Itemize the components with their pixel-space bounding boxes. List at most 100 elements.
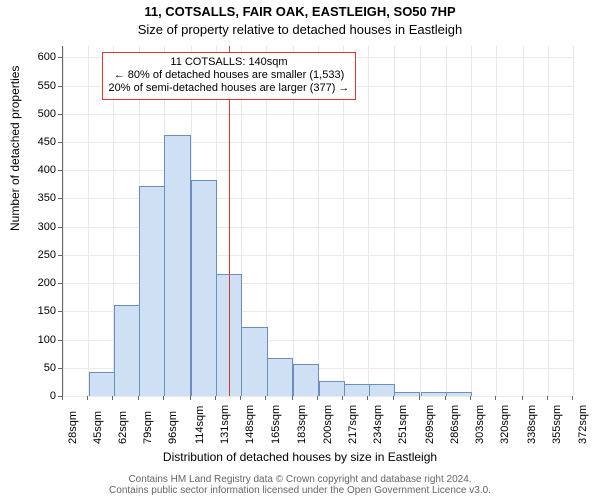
x-tick-label: 165sqm [270,405,282,444]
y-tick-mark [58,368,62,369]
histogram-bar [89,372,115,396]
histogram-bar [267,358,293,396]
x-tick-mark [62,396,63,400]
histogram-bar [293,364,319,396]
annotation-line3: 20% of semi-detached houses are larger (… [109,82,350,95]
y-tick-mark [58,283,62,284]
x-tick-label: 28sqm [67,411,79,444]
y-tick-mark [58,57,62,58]
annotation-line1: 11 COTSALLS: 140sqm [109,56,350,69]
y-tick-label: 500 [0,108,56,120]
x-tick-mark [87,396,88,400]
y-tick-mark [58,311,62,312]
gridline-v [573,46,574,396]
attribution: Contains HM Land Registry data © Crown c… [0,474,600,496]
y-tick-mark [58,170,62,171]
x-tick-label: 320sqm [499,405,511,444]
y-tick-mark [58,86,62,87]
histogram-bar [344,384,370,396]
x-tick-label: 96sqm [167,411,179,444]
histogram-bar [319,381,345,396]
x-tick-mark [265,396,266,400]
y-tick-label: 0 [0,390,56,402]
x-tick-label: 286sqm [449,405,461,444]
gridline-v [523,46,524,396]
x-tick-label: 183sqm [296,405,308,444]
x-tick-label: 355sqm [551,405,563,444]
x-tick-label: 45sqm [92,411,104,444]
y-tick-label: 400 [0,164,56,176]
x-tick-mark [163,396,164,400]
x-tick-mark [445,396,446,400]
gridline-v [420,46,421,396]
gridline-v [446,46,447,396]
y-tick-label: 600 [0,51,56,63]
y-tick-mark [58,227,62,228]
histogram-bar [369,384,395,396]
y-tick-label: 100 [0,334,56,346]
x-tick-label: 372sqm [577,405,589,444]
gridline-v [368,46,369,396]
y-tick-mark [58,114,62,115]
x-tick-label: 269sqm [424,405,436,444]
x-tick-label: 62sqm [117,411,129,444]
gridline-v [496,46,497,396]
y-tick-label: 350 [0,192,56,204]
gridline-v [63,46,64,396]
x-tick-mark [240,396,241,400]
gridline-v [471,46,472,396]
histogram-bar [241,327,267,396]
x-tick-label: 234sqm [372,405,384,444]
gridline-h [63,396,573,397]
x-tick-label: 79sqm [142,411,154,444]
y-tick-label: 50 [0,362,56,374]
y-tick-label: 550 [0,80,56,92]
histogram-bar [394,392,420,396]
y-tick-mark [58,142,62,143]
gridline-v [88,46,89,396]
x-tick-mark [495,396,496,400]
chart-subtitle: Size of property relative to detached ho… [0,22,600,37]
y-tick-mark [58,255,62,256]
chart-plot-area: 11 COTSALLS: 140sqm← 80% of detached hou… [62,46,573,397]
histogram-bar [191,180,217,396]
y-tick-label: 200 [0,277,56,289]
x-tick-mark [393,396,394,400]
y-tick-mark [58,340,62,341]
gridline-v [394,46,395,396]
attribution-line1: Contains HM Land Registry data © Crown c… [0,474,600,485]
x-tick-mark [342,396,343,400]
x-tick-label: 338sqm [526,405,538,444]
x-tick-mark [112,396,113,400]
address-title: 11, COTSALLS, FAIR OAK, EASTLEIGH, SO50 … [0,4,600,19]
y-tick-label: 150 [0,305,56,317]
x-tick-label: 303sqm [474,405,486,444]
histogram-bar [446,392,472,396]
x-tick-mark [317,396,318,400]
x-axis-label: Distribution of detached houses by size … [0,450,600,464]
annotation-line2: ← 80% of detached houses are smaller (1,… [109,69,350,82]
x-tick-mark [572,396,573,400]
x-tick-mark [522,396,523,400]
x-tick-mark [547,396,548,400]
y-tick-label: 300 [0,221,56,233]
x-tick-mark [470,396,471,400]
x-tick-mark [367,396,368,400]
histogram-bar [114,305,140,396]
x-tick-label: 148sqm [244,405,256,444]
x-tick-label: 114sqm [194,406,206,444]
x-tick-mark [138,396,139,400]
x-tick-mark [190,396,191,400]
x-tick-label: 131sqm [219,405,231,444]
x-tick-label: 217sqm [347,405,359,444]
y-tick-label: 450 [0,136,56,148]
histogram-bar [139,186,165,396]
attribution-line2: Contains public sector information licen… [0,485,600,496]
y-tick-label: 250 [0,249,56,261]
histogram-bar [421,392,447,396]
x-tick-label: 251sqm [397,405,409,444]
histogram-bar [164,135,190,396]
x-tick-mark [215,396,216,400]
x-tick-mark [419,396,420,400]
y-tick-mark [58,198,62,199]
